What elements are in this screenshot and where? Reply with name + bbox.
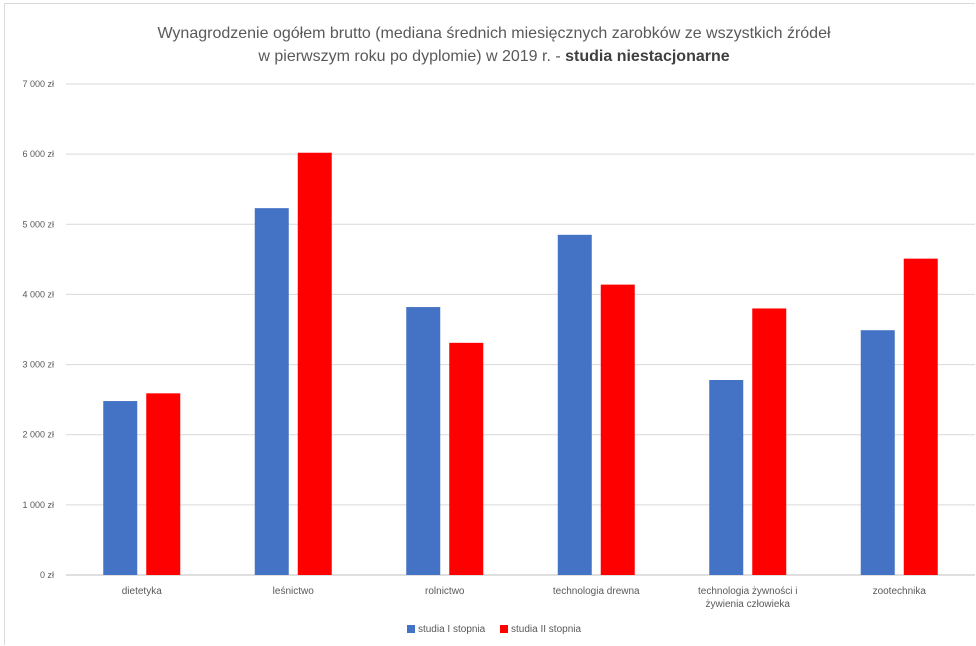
y-tick-label: 2 000 zł xyxy=(22,430,54,440)
bar-series-2[interactable] xyxy=(449,342,484,575)
x-category-label: zootechnika xyxy=(873,586,927,597)
chart-frame xyxy=(4,3,975,645)
bar-series-2[interactable] xyxy=(297,152,332,576)
x-category-label: żywienia człowieka xyxy=(706,599,791,610)
y-tick-label: 7 000 zł xyxy=(22,79,54,89)
legend-label-series-1: studia I stopnia xyxy=(417,624,486,635)
bar-series-1[interactable] xyxy=(709,380,744,575)
legend: studia I stopnia studia II stopnia xyxy=(0,624,976,635)
x-category-label: technologia żywności i xyxy=(698,586,798,597)
bar-series-2[interactable] xyxy=(600,284,635,575)
chart-title-line2-normal: w pierwszym roku po dyplomie) w 2019 r. … xyxy=(258,48,566,65)
x-category-label: dietetyka xyxy=(122,586,162,597)
bar-series-1[interactable] xyxy=(860,330,895,575)
y-tick-label: 6 000 zł xyxy=(22,149,54,159)
bar-series-1[interactable] xyxy=(254,208,289,575)
y-tick-label: 5 000 zł xyxy=(22,219,54,229)
y-tick-label: 1 000 zł xyxy=(22,500,54,510)
x-category-label: technologia drewna xyxy=(553,586,640,597)
bars xyxy=(103,152,938,576)
bar-series-1[interactable] xyxy=(103,401,138,575)
y-tick-label: 0 zł xyxy=(40,570,54,580)
x-axis-categories: dietetyka leśnictwo rolnictwo technologia d… xyxy=(122,586,927,610)
legend-item-series-1[interactable]: studia I stopnia xyxy=(406,624,486,635)
chart-title-line2-bold: studia niestacjonarne xyxy=(565,48,730,65)
x-category-label: rolnictwo xyxy=(425,586,465,597)
y-axis-ticks: 0 zł 1 000 zł 2 000 zł 3 000 zł 4 000 zł 5 00… xyxy=(22,79,54,580)
y-tick-label: 4 000 zł xyxy=(22,289,54,299)
x-category-label: leśnictwo xyxy=(273,586,315,597)
bar-series-2[interactable] xyxy=(146,393,181,575)
chart-title: Wynagrodzenie ogółem brutto (mediana śre… xyxy=(0,22,976,68)
bar-series-2[interactable] xyxy=(752,308,787,575)
legend-label-series-2: studia II stopnia xyxy=(511,624,582,635)
legend-item-series-2[interactable]: studia II stopnia xyxy=(500,624,581,635)
bar-series-1[interactable] xyxy=(557,234,592,576)
legend-swatch-series-2 xyxy=(500,625,508,633)
y-tick-label: 3 000 zł xyxy=(22,360,54,370)
bar-series-1[interactable] xyxy=(406,307,441,575)
bar-series-2[interactable] xyxy=(903,258,938,575)
chart-title-line2: w pierwszym roku po dyplomie) w 2019 r. … xyxy=(0,45,976,68)
legend-swatch-series-1 xyxy=(406,625,415,633)
chart-title-line1: Wynagrodzenie ogółem brutto (mediana śre… xyxy=(157,25,831,42)
gridlines xyxy=(66,83,975,576)
